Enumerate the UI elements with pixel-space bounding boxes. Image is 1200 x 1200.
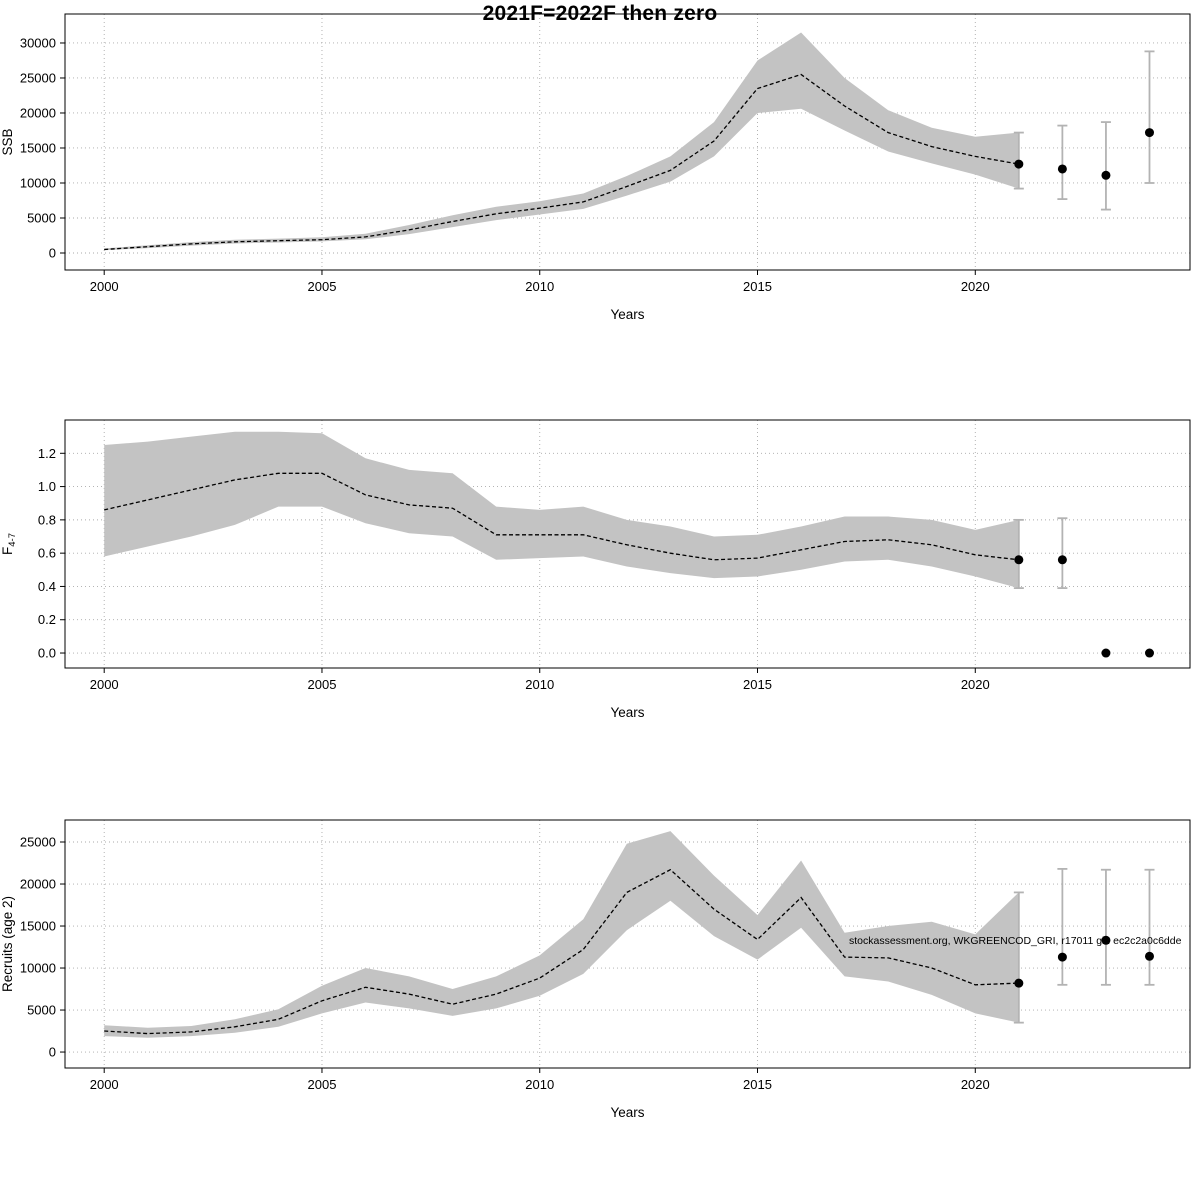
y-axis-label: F4-7: [0, 533, 18, 555]
x-tick-label: 2020: [961, 1077, 990, 1092]
forecast-point: [1014, 159, 1024, 169]
forecast-point: [1057, 164, 1067, 174]
confidence-band: [104, 831, 1019, 1038]
y-tick-label: 25000: [20, 835, 56, 850]
y-tick-label: 15000: [20, 919, 56, 934]
x-tick-label: 2015: [743, 1077, 772, 1092]
forecast-point: [1144, 648, 1154, 658]
y-tick-label: 30000: [20, 35, 56, 50]
x-tick-label: 2000: [90, 677, 119, 692]
estimate-line: [104, 472, 1019, 561]
estimate-line: [104, 73, 1019, 251]
confidence-band: [104, 32, 1019, 251]
x-tick-label: 2015: [743, 677, 772, 692]
plot-box: [64, 819, 1191, 1069]
plot-box: [64, 419, 1191, 669]
watermark: stockassessment.org, WKGREENCOD_GRI, r17…: [849, 935, 1182, 947]
ssb-panel: 2000 2005 2010 2015 2020 0 5000 10000 15000 20000…: [0, 13, 1191, 322]
confidence-band: [104, 431, 1019, 589]
x-tick-label: 2000: [90, 279, 119, 294]
forecast-point: [1101, 648, 1111, 658]
y-tick-label: 0.2: [38, 612, 56, 627]
y-tick-label: 20000: [20, 105, 56, 120]
y-tick-label: 0: [49, 1045, 56, 1060]
f-panel: 2000 2005 2010 2015 2020 0.0 0.2 0.4 0.6 0.8 1.0 1.…: [0, 419, 1191, 720]
x-axis-label: Years: [610, 1105, 644, 1120]
plot-box: [64, 13, 1191, 271]
y-tick-label: 20000: [20, 877, 56, 892]
y-tick-label: 1.0: [38, 479, 56, 494]
y-tick-label: 5000: [27, 1003, 56, 1018]
figure-title: 2021F=2022F then zero: [482, 2, 718, 25]
x-tick-label: 2010: [525, 677, 554, 692]
recruits-panel: 2000 2005 2010 2015 2020 0 5000 10000 15000 20000…: [0, 819, 1191, 1120]
y-axis-label: Recruits (age 2): [0, 896, 15, 992]
x-tick-label: 2020: [961, 279, 990, 294]
x-tick-label: 2015: [743, 279, 772, 294]
y-tick-label: 0.0: [38, 646, 56, 661]
x-axis-label: Years: [610, 705, 644, 720]
y-axis-label: SSB: [0, 128, 15, 155]
y-tick-label: 10000: [20, 961, 56, 976]
forecast-point: [1144, 951, 1154, 961]
y-tick-label: 0.4: [38, 579, 56, 594]
forecast-point: [1057, 555, 1067, 565]
x-tick-label: 2000: [90, 1077, 119, 1092]
forecast-point: [1014, 555, 1024, 565]
forecast-point: [1014, 978, 1024, 988]
y-tick-label: 0.8: [38, 512, 56, 527]
y-tick-label: 5000: [27, 210, 56, 225]
estimate-line: [104, 868, 1019, 1035]
forecast-point: [1101, 170, 1111, 180]
y-tick-label: 0: [49, 245, 56, 260]
x-tick-label: 2020: [961, 677, 990, 692]
forecast-point: [1144, 128, 1154, 138]
y-tick-label: 15000: [20, 140, 56, 155]
x-tick-label: 2010: [525, 1077, 554, 1092]
x-tick-label: 2005: [308, 279, 337, 294]
x-tick-label: 2010: [525, 279, 554, 294]
forecast-point: [1101, 935, 1111, 945]
y-tick-label: 25000: [20, 70, 56, 85]
x-tick-label: 2005: [308, 1077, 337, 1092]
y-tick-label: 10000: [20, 175, 56, 190]
x-axis-label: Years: [610, 307, 644, 322]
y-tick-label: 0.6: [38, 546, 56, 561]
forecast-point: [1057, 952, 1067, 962]
y-tick-label: 1.2: [38, 446, 56, 461]
x-tick-label: 2005: [308, 677, 337, 692]
